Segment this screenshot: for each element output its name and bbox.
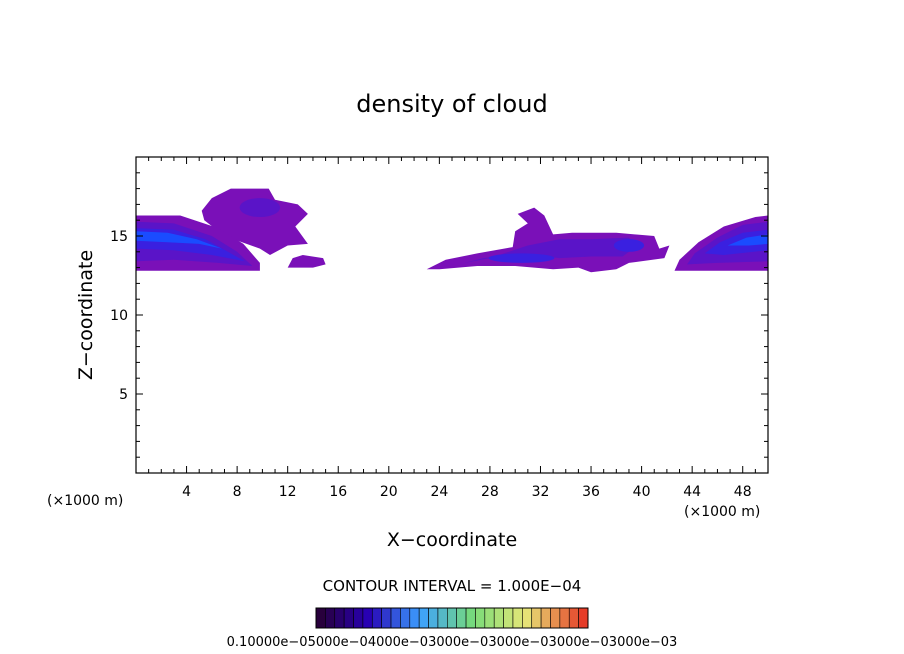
x-tick-label: 4	[182, 484, 191, 500]
cloud-level1-patch	[201, 188, 308, 255]
colorbar-swatch	[550, 607, 561, 629]
x-tick-label: 48	[734, 484, 752, 500]
cloud-core-band	[136, 231, 222, 249]
colorbar-swatch	[437, 607, 448, 629]
colorbar-swatch	[447, 607, 457, 629]
colorbar-swatch	[371, 607, 382, 629]
colorbar-swatch	[493, 607, 504, 629]
y-tick-label: 15	[110, 229, 128, 245]
colorbar-swatch	[512, 607, 523, 629]
colorbar-swatch	[390, 607, 401, 629]
cloud-level2-band	[452, 237, 636, 266]
colorbar-swatch	[475, 607, 486, 629]
colorbar-swatch	[325, 607, 336, 629]
cloud-level3-band	[488, 253, 555, 263]
cloud-level2-patch	[239, 198, 281, 218]
x-axis: 4 8 12 16 20 24 28 32 36 40 44 48	[148, 157, 756, 500]
colorbar-swatch	[381, 607, 392, 629]
x-tick-label: 36	[582, 484, 600, 500]
y-axis: 5 10 15	[110, 172, 768, 458]
x-tick-label: 44	[683, 484, 701, 500]
chart-title: density of cloud	[356, 90, 547, 118]
colorbar-swatch	[362, 607, 373, 629]
x-unit-left: (×1000 m)	[47, 493, 123, 509]
colorbar-labels: 0.10000e−05000e−04000e−03000e−03000e−030…	[227, 635, 678, 650]
colorbar-swatch	[334, 607, 345, 629]
y-tick-label: 10	[110, 308, 128, 324]
x-tick-label: 28	[481, 484, 499, 500]
x-tick-label: 8	[233, 484, 242, 500]
colorbar-swatch	[465, 607, 476, 629]
colorbar-swatch	[353, 607, 364, 629]
y-tick-label: 5	[119, 387, 128, 403]
colorbar-swatch	[456, 607, 467, 629]
x-tick-label: 20	[380, 484, 398, 500]
cloud-core-band	[727, 234, 768, 246]
x-tick-label: 16	[329, 484, 347, 500]
x-tick-label: 32	[532, 484, 550, 500]
colorbar-swatch	[568, 607, 579, 629]
colorbar-swatch	[559, 607, 570, 629]
colorbar-swatch	[409, 607, 420, 629]
colorbar-swatch	[540, 607, 551, 629]
colorbar-swatch	[428, 607, 439, 629]
cloud-level3-band	[613, 239, 645, 252]
colorbar-swatch	[418, 607, 429, 629]
x-tick-label: 24	[430, 484, 448, 500]
colorbar-swatch	[503, 607, 514, 629]
colorbar-swatch	[522, 607, 533, 629]
y-axis-label: Z−coordinate	[75, 250, 97, 380]
colorbar-swatch	[315, 607, 326, 629]
x-unit-right: (×1000 m)	[684, 504, 760, 520]
colorbar-swatch	[578, 607, 589, 629]
colorbar-frame	[315, 607, 589, 629]
colorbar-swatch	[400, 607, 411, 629]
colorbar	[315, 607, 589, 629]
x-tick-label: 12	[279, 484, 297, 500]
x-axis-label: X−coordinate	[387, 529, 517, 551]
cloud-level1-patch	[287, 255, 326, 268]
colorbar-swatch	[531, 607, 542, 629]
x-tick-label: 40	[633, 484, 651, 500]
colorbar-swatch	[484, 607, 495, 629]
colorbar-swatch	[343, 607, 354, 629]
cloud-field	[136, 188, 768, 273]
contour-interval-label: CONTOUR INTERVAL = 1.000E−04	[323, 577, 582, 595]
